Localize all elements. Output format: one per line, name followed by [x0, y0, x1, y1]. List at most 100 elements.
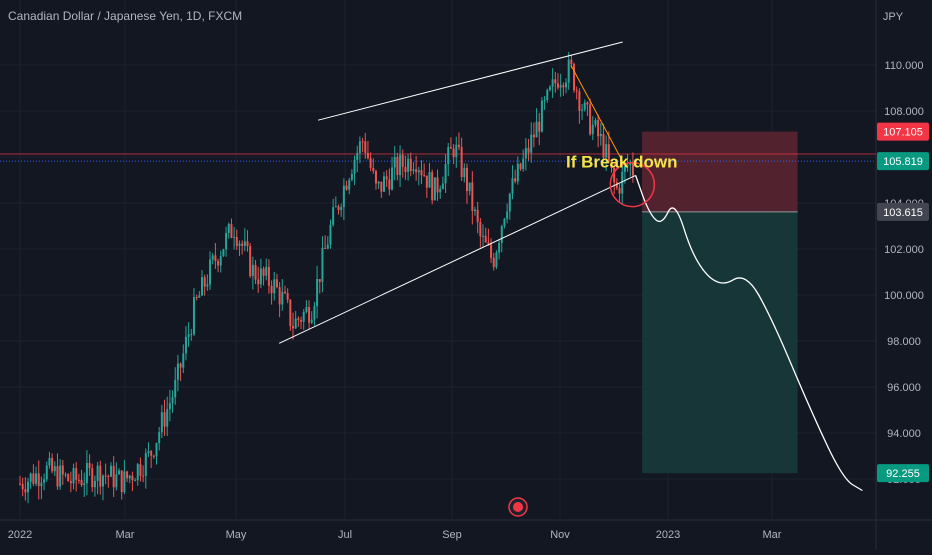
candle	[433, 177, 436, 201]
candle	[115, 474, 118, 488]
candle	[626, 165, 629, 167]
candle	[21, 483, 24, 490]
candle	[428, 172, 431, 188]
candle	[417, 170, 420, 173]
candle	[85, 463, 88, 484]
candle	[573, 64, 576, 91]
x-tick-label: 2022	[8, 529, 32, 541]
candle	[425, 175, 428, 188]
candle	[618, 187, 621, 194]
candle	[251, 264, 254, 277]
candle	[313, 306, 316, 320]
y-tick-label: 102.000	[884, 244, 924, 256]
price-badge-label: 103.615	[883, 207, 923, 219]
candle	[136, 464, 139, 481]
breakout-circle[interactable]	[609, 161, 656, 208]
candle	[126, 471, 129, 479]
candle	[559, 85, 562, 88]
candle	[570, 59, 573, 65]
candle	[350, 173, 353, 180]
candle	[562, 85, 565, 88]
candle	[305, 306, 308, 313]
price-badge-target	[877, 464, 929, 483]
stop-loss-zone[interactable]	[642, 131, 798, 212]
annotation-label[interactable]: If Break down	[566, 152, 677, 171]
candle	[581, 109, 584, 111]
x-tick-label: Jul	[338, 529, 352, 541]
candle	[449, 147, 452, 149]
candle	[503, 218, 506, 227]
candle	[474, 209, 477, 211]
candle	[407, 158, 410, 172]
candle	[356, 152, 359, 160]
candle	[292, 326, 295, 329]
candle	[613, 167, 616, 183]
candle	[310, 319, 313, 323]
candle	[479, 222, 482, 237]
candle	[227, 223, 230, 234]
trend-line[interactable]	[570, 64, 624, 162]
candle	[597, 120, 600, 137]
candle	[455, 144, 458, 158]
candle	[439, 189, 442, 193]
candle	[222, 249, 225, 257]
candle	[163, 412, 166, 427]
candle	[452, 148, 455, 158]
candle	[524, 147, 527, 159]
y-tick-label: 94.000	[887, 428, 921, 440]
candle	[366, 152, 369, 159]
candle	[166, 409, 169, 427]
currency-label: JPY	[883, 11, 904, 23]
candle	[32, 473, 35, 484]
candle	[546, 89, 549, 100]
candle	[37, 473, 40, 487]
candle	[168, 403, 171, 410]
price-badge-label: 105.819	[883, 156, 923, 168]
symbol-title: Canadian Dollar / Japanese Yen, 1D, FXCM	[8, 9, 243, 23]
candle	[393, 156, 396, 168]
candle	[259, 268, 262, 285]
candle	[294, 318, 297, 329]
candle	[340, 207, 343, 211]
channel-upper-line[interactable]	[317, 41, 623, 121]
candle	[556, 83, 559, 88]
candle	[257, 279, 260, 285]
candle	[155, 443, 158, 457]
candle	[500, 226, 503, 243]
take-profit-zone[interactable]	[642, 211, 798, 474]
candle	[399, 154, 402, 176]
candle	[195, 297, 198, 299]
candle	[369, 158, 372, 169]
channel-lower-line[interactable]	[278, 174, 636, 344]
candle	[273, 279, 276, 294]
candle	[484, 235, 487, 243]
candle	[374, 171, 377, 184]
candle	[101, 475, 104, 487]
candle	[249, 246, 252, 277]
candle	[233, 236, 236, 238]
candle	[53, 466, 56, 472]
candle	[460, 147, 463, 177]
candle	[267, 266, 270, 286]
candle	[96, 465, 99, 481]
candle	[506, 211, 509, 219]
candle	[388, 179, 391, 190]
candle	[144, 453, 147, 476]
candle	[508, 193, 511, 212]
candle	[415, 169, 418, 173]
candle	[203, 277, 206, 287]
candle	[77, 479, 80, 481]
candle	[289, 299, 292, 327]
candle	[548, 86, 551, 90]
y-tick-label: 100.000	[884, 290, 924, 302]
price-badge-stop	[877, 122, 929, 141]
candle	[201, 277, 204, 296]
candle	[463, 167, 466, 177]
candle	[567, 59, 570, 83]
candle	[621, 171, 624, 194]
candle	[302, 312, 305, 322]
candle	[283, 291, 286, 294]
projection-path[interactable]	[634, 175, 863, 492]
